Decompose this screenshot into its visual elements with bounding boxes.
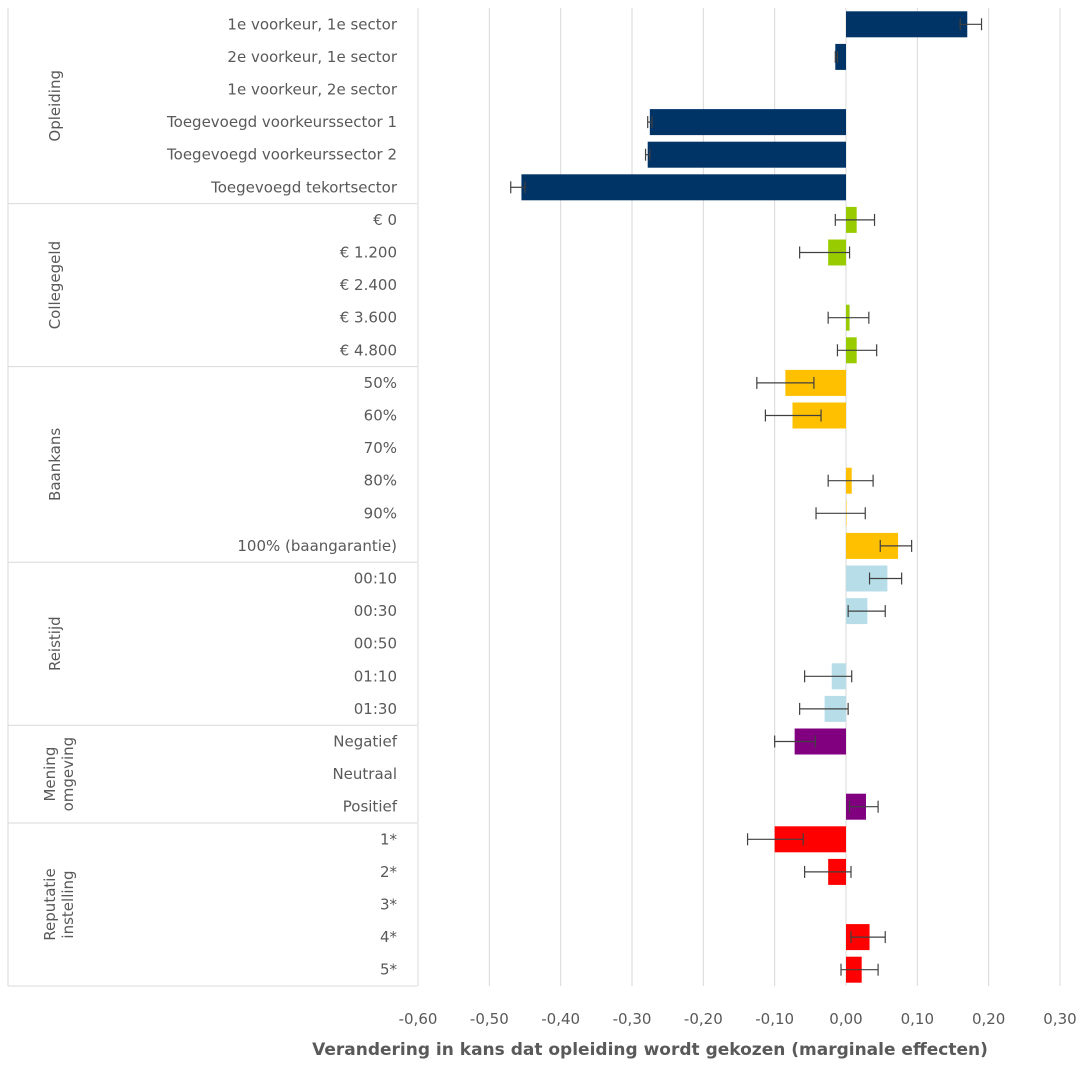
category-label: 5*: [380, 961, 398, 979]
bar: [521, 174, 846, 201]
category-label: 1e voorkeur, 1e sector: [227, 15, 397, 33]
category-label: € 2.400: [340, 276, 397, 294]
x-tick-label: -0,60: [399, 1010, 438, 1028]
category-label: Toegevoegd voorkeurssector 2: [166, 146, 397, 164]
group-label-line: Reputatie: [41, 868, 59, 940]
category-label: 60%: [364, 407, 397, 425]
x-tick-label: -0,40: [541, 1010, 580, 1028]
x-tick-label: -0,30: [613, 1010, 652, 1028]
group-label: Opleiding: [46, 70, 64, 142]
category-label: Neutraal: [332, 765, 397, 783]
category-label: 90%: [364, 504, 397, 522]
category-label: 00:50: [354, 635, 397, 653]
x-tick-label: 0,30: [1043, 1010, 1076, 1028]
category-label: 70%: [364, 439, 397, 457]
category-label: Negatief: [333, 733, 397, 751]
category-label: 3*: [380, 896, 398, 914]
category-label: € 3.600: [340, 309, 397, 327]
bar: [846, 11, 968, 38]
category-label: 2e voorkeur, 1e sector: [227, 48, 397, 66]
category-label: € 1.200: [340, 244, 397, 262]
category-label: 100% (baangarantie): [237, 537, 397, 555]
category-label: 00:30: [354, 602, 397, 620]
group-label: Collegegeld: [46, 241, 64, 329]
x-tick-label: 0,00: [829, 1010, 862, 1028]
category-label: 01:10: [354, 667, 397, 685]
category-label: € 4.800: [340, 341, 397, 359]
group-label: Reputatieinstelling: [41, 868, 77, 940]
bar: [835, 43, 846, 70]
category-label: 1*: [380, 830, 398, 848]
bar: [649, 109, 846, 136]
group-label: Meningomgeving: [41, 737, 77, 812]
category-label: 00:10: [354, 570, 397, 588]
category-label: 1e voorkeur, 2e sector: [227, 81, 397, 99]
category-label: 2*: [380, 863, 398, 881]
group-label: Reistijd: [46, 616, 64, 671]
group-label-line: omgeving: [59, 737, 77, 812]
category-label: 4*: [380, 928, 398, 946]
x-tick-label: -0,20: [684, 1010, 723, 1028]
group-label: Baankans: [46, 428, 64, 501]
x-tick-label: -0,50: [470, 1010, 509, 1028]
category-label: Toegevoegd tekortsector: [210, 178, 398, 196]
category-label: 50%: [364, 374, 397, 392]
x-tick-label: 0,10: [901, 1010, 934, 1028]
x-tick-label: -0,10: [755, 1010, 794, 1028]
group-label-line: Mening: [41, 747, 59, 802]
x-tick-label: 0,20: [972, 1010, 1005, 1028]
category-label: 01:30: [354, 700, 397, 718]
group-label-line: instelling: [59, 870, 77, 938]
x-axis-label: Verandering in kans dat opleiding wordt …: [312, 1040, 988, 1060]
category-label: € 0: [373, 211, 397, 229]
bar: [647, 141, 846, 168]
category-label: 80%: [364, 472, 397, 490]
category-label: Positief: [343, 798, 398, 816]
category-label: Toegevoegd voorkeurssector 1: [166, 113, 397, 131]
